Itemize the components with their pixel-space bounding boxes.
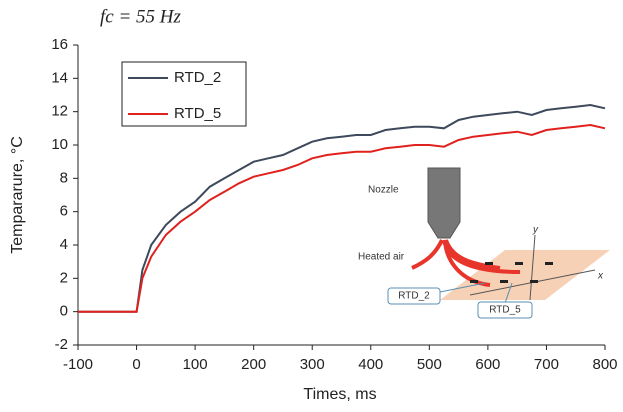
callout-box — [477, 301, 533, 319]
x-tick-label: 300 — [300, 356, 325, 373]
chart-title: fc = 55 Hz — [100, 6, 182, 27]
x-tick-label: 0 — [132, 356, 140, 373]
annotation: Nozzle — [368, 185, 399, 196]
y-tick-label: 6 — [60, 203, 68, 220]
y-axis-label: Tempararure, °C — [9, 136, 26, 254]
plate — [440, 250, 610, 300]
x-tick-label: -100 — [63, 356, 93, 373]
inset-diagram: Nozzle Heated air RTD_2 RTD_5 y x — [358, 167, 610, 319]
x-tick-label: 100 — [183, 356, 208, 373]
legend-label: RTD_5 — [174, 105, 221, 122]
series-line — [78, 123, 606, 313]
legend-label: RTD_2 — [174, 69, 221, 86]
callout — [439, 282, 486, 293]
x-tick-label: 500 — [417, 356, 442, 373]
series-line — [78, 103, 606, 313]
sensors — [470, 262, 553, 283]
annotation: RTD_2 — [398, 291, 430, 302]
x-axis-label: Times, ms — [303, 386, 376, 403]
y-tick-label: 16 — [51, 36, 68, 53]
y-tick-label: 0 — [60, 303, 68, 320]
x-tick-label: 600 — [475, 356, 500, 373]
nozzle — [427, 167, 461, 239]
callout — [504, 282, 513, 304]
legend-box — [121, 61, 247, 127]
x-tick-label: 400 — [358, 356, 383, 373]
y-tick-label: 14 — [51, 69, 68, 86]
y-tick-label: -2 — [55, 336, 68, 353]
annotation: RTD_5 — [489, 305, 521, 316]
y-tick-label: 2 — [60, 269, 68, 286]
annotation: y — [532, 225, 539, 236]
y-tick-label: 4 — [60, 236, 68, 253]
x-tick-label: 700 — [534, 356, 559, 373]
annotation: x — [597, 271, 604, 282]
y-tick-label: 8 — [60, 169, 68, 186]
y-tick-label: 12 — [51, 103, 68, 120]
air-flow — [411, 239, 521, 287]
axis-y — [529, 234, 536, 301]
x-tick-label: 200 — [241, 356, 266, 373]
annotation: Heated air — [358, 252, 405, 263]
x-tick-label: 800 — [592, 356, 617, 373]
y-tick-label: 10 — [51, 136, 68, 153]
callout-box — [387, 287, 441, 305]
